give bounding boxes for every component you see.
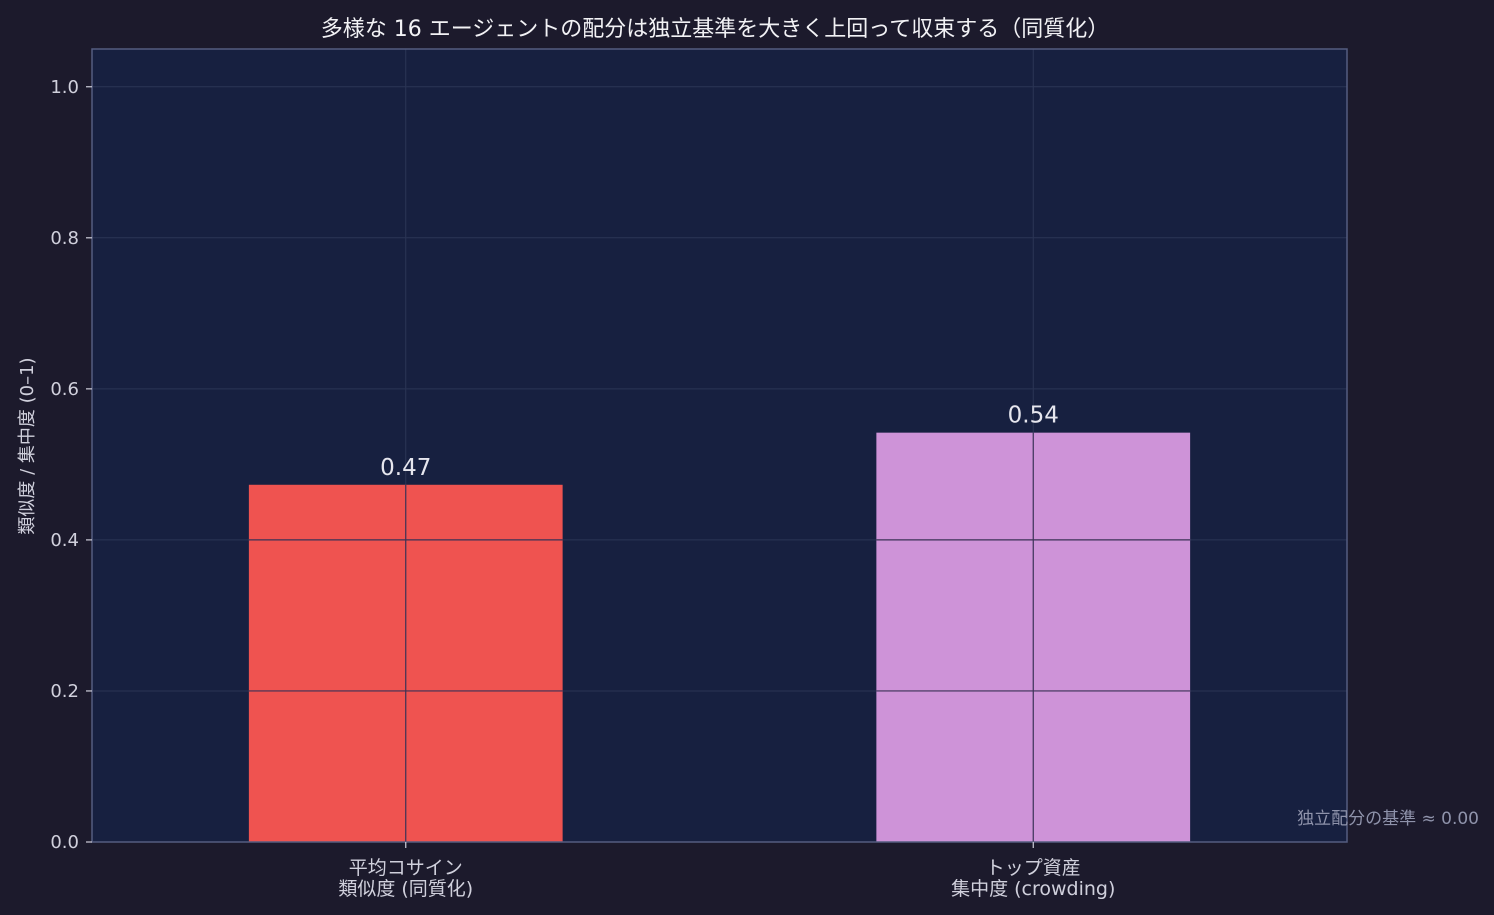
y-tick-label-0: 0.0 [50,832,79,853]
y-tick-label-5: 1.0 [50,77,79,98]
chart-title: 多様な 16 エージェントの配分は独立基準を大きく上回って収束する（同質化） [321,17,1109,42]
x-tick-label-0-line-2: 類似度 (同質化) [338,878,473,900]
y-axis-ticks: 0.0 0.2 0.4 0.6 0.8 1.0 [50,77,92,853]
value-labels: 0.47 0.54 [380,403,1059,481]
x-tick-label-1-line-1: トップ資産 [986,857,1081,879]
plot-frame [91,48,1348,843]
y-tick-label-4: 0.8 [50,228,79,249]
x-tick-label-0-line-1: 平均コサイン [349,857,463,879]
y-axis-label: 類似度 / 集中度 (0–1) [17,357,38,534]
baseline-annotation: 独立配分の基準 ≈ 0.00 [1297,809,1479,829]
value-label-1: 0.47 [380,455,431,481]
x-tick-label-1-line-2: 集中度 (crowding) [951,878,1115,900]
y-tick-label-1: 0.2 [50,681,79,702]
y-tick-label-2: 0.4 [50,530,79,551]
y-tick-label-3: 0.6 [50,379,79,400]
grid-over-bars [248,432,1191,842]
value-label-2: 0.54 [1008,403,1059,429]
